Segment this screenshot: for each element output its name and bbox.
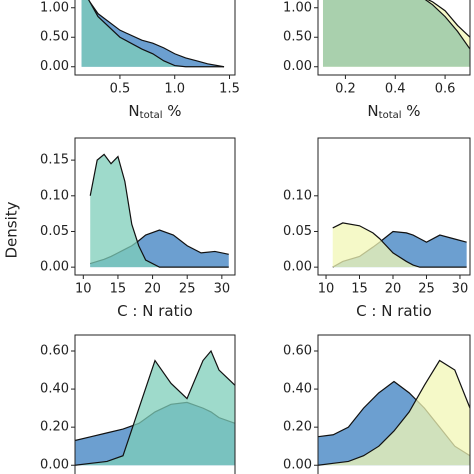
density-curve xyxy=(88,0,225,68)
y-tick-label: 0.60 xyxy=(40,343,69,358)
density-area xyxy=(322,0,470,67)
plot-frame xyxy=(317,0,471,76)
x-tick-label: 0.4 xyxy=(385,82,406,97)
y-tick-label: 0.05 xyxy=(283,224,312,239)
plot-frame xyxy=(317,334,471,474)
y-tick-label: 0.20 xyxy=(283,420,312,435)
x-tick-label: 25 xyxy=(179,282,196,297)
y-tick-label: 1.00 xyxy=(283,0,312,15)
x-tick-label: 15 xyxy=(110,282,127,297)
plot-frame xyxy=(74,0,236,76)
density-area xyxy=(332,222,467,268)
x-axis-label: Ntotal % xyxy=(128,102,181,122)
x-axis-label-part: % xyxy=(163,102,182,120)
y-tick-label: 0.00 xyxy=(283,458,312,473)
y-tick-label: 0.15 xyxy=(40,153,69,168)
density-curve xyxy=(424,0,471,50)
x-axis-label-part: % xyxy=(402,102,421,120)
y-tick-label: 0.00 xyxy=(40,260,69,275)
y-tick-label: 0.10 xyxy=(40,188,69,203)
x-axis-label-part: C : N ratio xyxy=(356,302,432,320)
density-curve xyxy=(332,222,467,268)
x-tick-label: 30 xyxy=(214,282,231,297)
density-area xyxy=(81,0,225,67)
x-tick-label: 20 xyxy=(144,282,161,297)
y-tick-label: 1.00 xyxy=(40,0,69,15)
y-tick-label: 0.05 xyxy=(40,224,69,239)
y-tick-label: 0.00 xyxy=(283,59,312,74)
plot-frame xyxy=(74,334,236,474)
y-tick-label: 0.50 xyxy=(40,30,69,45)
x-axis-label-part: total xyxy=(140,110,163,121)
y-tick-label: 0.00 xyxy=(40,59,69,74)
plot-frame xyxy=(74,137,236,276)
density-area xyxy=(318,360,470,466)
y-tick-label: 0.50 xyxy=(283,30,312,45)
x-axis-label-part: C : N ratio xyxy=(117,302,193,320)
plot-frame xyxy=(317,137,471,276)
y-tick-label: 0.00 xyxy=(283,260,312,275)
x-axis-label-part: N xyxy=(367,102,378,120)
density-curve xyxy=(74,349,236,466)
x-axis-label-part: N xyxy=(128,102,139,120)
x-axis-label: C : N ratio xyxy=(356,302,432,320)
y-tick-label: 0.40 xyxy=(283,382,312,397)
x-tick-label: 20 xyxy=(385,282,402,297)
y-tick-label: 0.10 xyxy=(283,188,312,203)
x-axis-label: C : N ratio xyxy=(117,302,193,320)
density-curve xyxy=(87,0,225,68)
x-tick-label: 1.5 xyxy=(219,82,240,97)
density-curve xyxy=(89,153,229,268)
y-tick-label: 0.60 xyxy=(283,343,312,358)
y-tick-label: 0.20 xyxy=(40,420,69,435)
x-tick-label: 30 xyxy=(452,282,469,297)
density-curve xyxy=(317,359,471,466)
x-tick-label: 0.5 xyxy=(110,82,131,97)
x-tick-label: 0.6 xyxy=(435,82,456,97)
x-tick-label: 15 xyxy=(351,282,368,297)
y-tick-label: 0.00 xyxy=(40,458,69,473)
x-tick-label: 0.2 xyxy=(335,82,356,97)
y-axis-label: Density xyxy=(3,201,21,258)
x-tick-label: 1.0 xyxy=(164,82,185,97)
density-curve xyxy=(427,0,471,38)
y-tick-label: 0.40 xyxy=(40,382,69,397)
x-tick-label: 10 xyxy=(75,282,92,297)
x-tick-label: 25 xyxy=(418,282,435,297)
x-axis-label-part: total xyxy=(379,110,402,121)
x-axis-label: Ntotal % xyxy=(367,102,420,122)
x-tick-label: 10 xyxy=(318,282,335,297)
